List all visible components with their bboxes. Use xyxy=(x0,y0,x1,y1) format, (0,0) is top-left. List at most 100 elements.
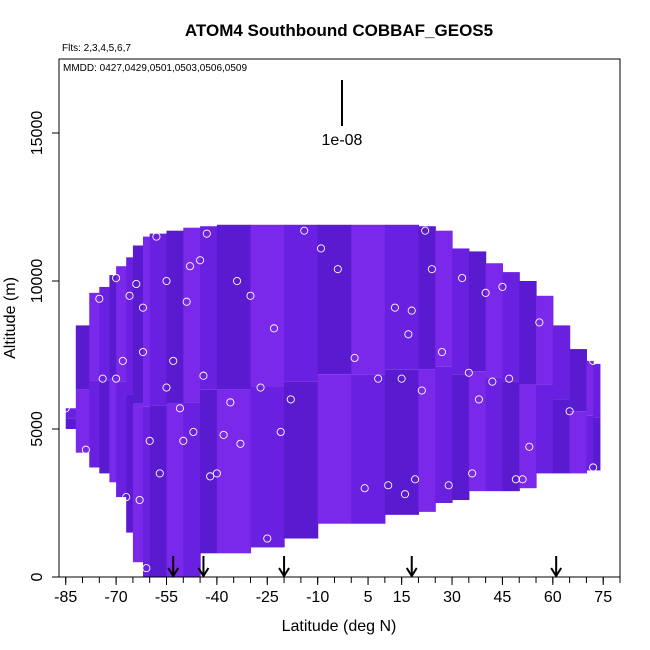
sample-point xyxy=(219,430,228,439)
sample-point xyxy=(350,353,359,363)
sample-point xyxy=(511,475,520,484)
curtain-field xyxy=(65,224,601,577)
field-cell-upper xyxy=(116,266,127,382)
sample-point xyxy=(189,427,198,437)
field-cell-lower xyxy=(216,389,252,554)
sample-point xyxy=(535,318,544,327)
sample-point xyxy=(155,469,164,478)
sample-point xyxy=(269,324,279,333)
sample-point xyxy=(444,481,453,490)
field-cell-lower xyxy=(200,389,218,554)
arrow-marker xyxy=(197,556,210,578)
y-axis-label: Altitude (m) xyxy=(2,277,19,359)
sample-point xyxy=(75,288,84,297)
sample-point xyxy=(112,374,121,383)
field-cell-upper xyxy=(142,236,151,407)
sample-point xyxy=(589,463,598,472)
sample-point xyxy=(179,436,188,445)
field-cell-upper xyxy=(250,224,285,387)
field-cell-lower xyxy=(149,405,168,577)
field-cell-upper xyxy=(586,360,594,416)
field-cell-lower xyxy=(435,366,453,503)
field-cell-lower xyxy=(536,384,554,474)
field-cell-upper xyxy=(519,281,537,385)
sample-point xyxy=(236,439,245,448)
sample-point xyxy=(400,490,410,499)
sample-point xyxy=(589,356,598,365)
field-cell-lower xyxy=(485,377,504,492)
sample-point xyxy=(118,356,127,365)
sample-point xyxy=(397,374,406,383)
field-cell-lower xyxy=(552,399,571,474)
sample-point xyxy=(112,273,121,283)
sample-point xyxy=(316,244,326,253)
x-tick-label: -40 xyxy=(205,589,228,606)
field-cell-lower xyxy=(284,381,319,539)
sample-point xyxy=(518,475,527,484)
sample-point xyxy=(263,534,272,543)
sample-point xyxy=(132,279,141,289)
y-tick-label: 0 xyxy=(29,572,46,581)
sample-point xyxy=(407,306,416,315)
field-cell-upper xyxy=(166,230,184,404)
sample-point xyxy=(108,522,117,531)
sample-point xyxy=(333,265,342,274)
field-cell-lower xyxy=(502,381,520,492)
sample-point xyxy=(128,235,137,244)
field-cell-upper xyxy=(149,233,168,406)
sample-point xyxy=(421,226,430,235)
sample-point xyxy=(458,273,467,283)
sample-point xyxy=(256,383,265,392)
field-cell-upper xyxy=(132,245,144,404)
sample-point xyxy=(105,265,114,274)
sample-point xyxy=(199,371,208,380)
sample-point xyxy=(115,250,124,259)
field-cell-upper xyxy=(552,325,571,400)
sample-point xyxy=(464,368,473,377)
field-cell-lower xyxy=(317,374,352,524)
sample-point xyxy=(182,297,191,306)
sample-point xyxy=(390,303,399,312)
arrow-marker xyxy=(405,556,418,578)
sample-point xyxy=(226,398,235,407)
field-cell-upper xyxy=(351,224,386,375)
field-cell-lower xyxy=(65,418,77,429)
sample-point xyxy=(145,436,154,445)
sample-point xyxy=(525,442,534,451)
x-tick-label: 15 xyxy=(393,589,411,606)
field-cell-lower xyxy=(384,369,420,515)
sample-point xyxy=(138,303,148,312)
field-cell-upper xyxy=(418,226,436,370)
sample-point xyxy=(417,386,426,395)
field-cell-upper xyxy=(65,408,77,419)
field-cell-lower xyxy=(183,402,201,577)
field-cell-upper xyxy=(200,226,218,390)
field-cell-upper xyxy=(435,230,453,367)
sample-point xyxy=(98,374,107,383)
field-cell-lower xyxy=(586,415,594,471)
field-cell-lower xyxy=(132,403,144,563)
arrow-marker xyxy=(167,556,180,578)
sample-point xyxy=(122,493,131,502)
y-tick-label: 5000 xyxy=(29,411,46,447)
sample-point xyxy=(169,356,178,365)
sample-point xyxy=(505,374,514,383)
field-cell-upper xyxy=(593,363,601,418)
field-cell-upper xyxy=(99,286,110,381)
sample-point xyxy=(474,395,483,404)
sample-point xyxy=(481,288,490,297)
x-axis-label: Latitude (deg N) xyxy=(282,618,397,635)
sample-point xyxy=(101,498,111,508)
field-cell-lower xyxy=(418,369,436,512)
field-cell-lower xyxy=(89,380,100,468)
sample-point xyxy=(95,294,104,303)
field-cell-lower xyxy=(452,374,470,501)
field-cell-upper xyxy=(384,224,420,370)
y-axis: 0 5000 10000 15000 xyxy=(29,111,59,581)
field-cell-upper xyxy=(502,272,520,382)
field-cell-lower xyxy=(75,389,90,453)
sample-point xyxy=(162,383,171,392)
field-cell-upper xyxy=(536,295,554,385)
sample-point xyxy=(374,374,383,383)
sample-points xyxy=(61,226,598,573)
